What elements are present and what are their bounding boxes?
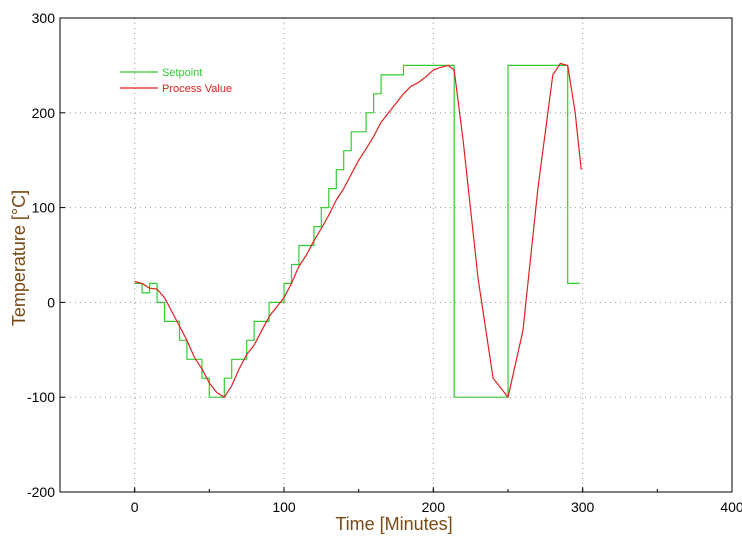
x-tick-label: 400 bbox=[720, 499, 742, 515]
legend-label: Process Value bbox=[162, 83, 232, 95]
series-line-process-value bbox=[134, 62, 582, 398]
y-axis-title: Temperature [°C] bbox=[9, 190, 29, 326]
x-tick-label: 300 bbox=[571, 499, 595, 515]
plot-area-frame bbox=[59, 17, 733, 493]
legend: Setpoint Process Value bbox=[120, 67, 232, 95]
y-tick-label: -200 bbox=[27, 484, 55, 500]
ticks: 0 100 200 300 400 -200 -100 0 100 200 300 bbox=[27, 10, 742, 515]
y-tick-label: 200 bbox=[32, 105, 56, 121]
x-axis-title: Time [Minutes] bbox=[335, 514, 452, 534]
x-tick-label: 100 bbox=[272, 499, 296, 515]
legend-label: Setpoint bbox=[162, 67, 202, 79]
series-line-setpoint bbox=[134, 64, 580, 398]
series bbox=[134, 62, 582, 398]
y-tick-label: 0 bbox=[47, 294, 55, 310]
y-tick-label: 300 bbox=[32, 10, 56, 26]
x-tick-label: 0 bbox=[131, 499, 139, 515]
y-tick-label: -100 bbox=[27, 389, 55, 405]
y-tick-label: 100 bbox=[32, 200, 56, 216]
grid bbox=[60, 18, 732, 492]
x-tick-label: 200 bbox=[422, 499, 446, 515]
